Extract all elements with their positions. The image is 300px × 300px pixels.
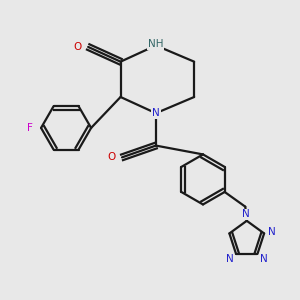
Text: O: O [108,152,116,162]
Text: N: N [242,209,250,219]
Text: O: O [74,42,82,52]
Text: N: N [152,108,160,118]
Text: N: N [260,254,268,264]
Text: N: N [268,227,275,237]
Text: N: N [226,254,233,264]
Text: F: F [27,123,33,133]
Text: NH: NH [148,39,164,49]
